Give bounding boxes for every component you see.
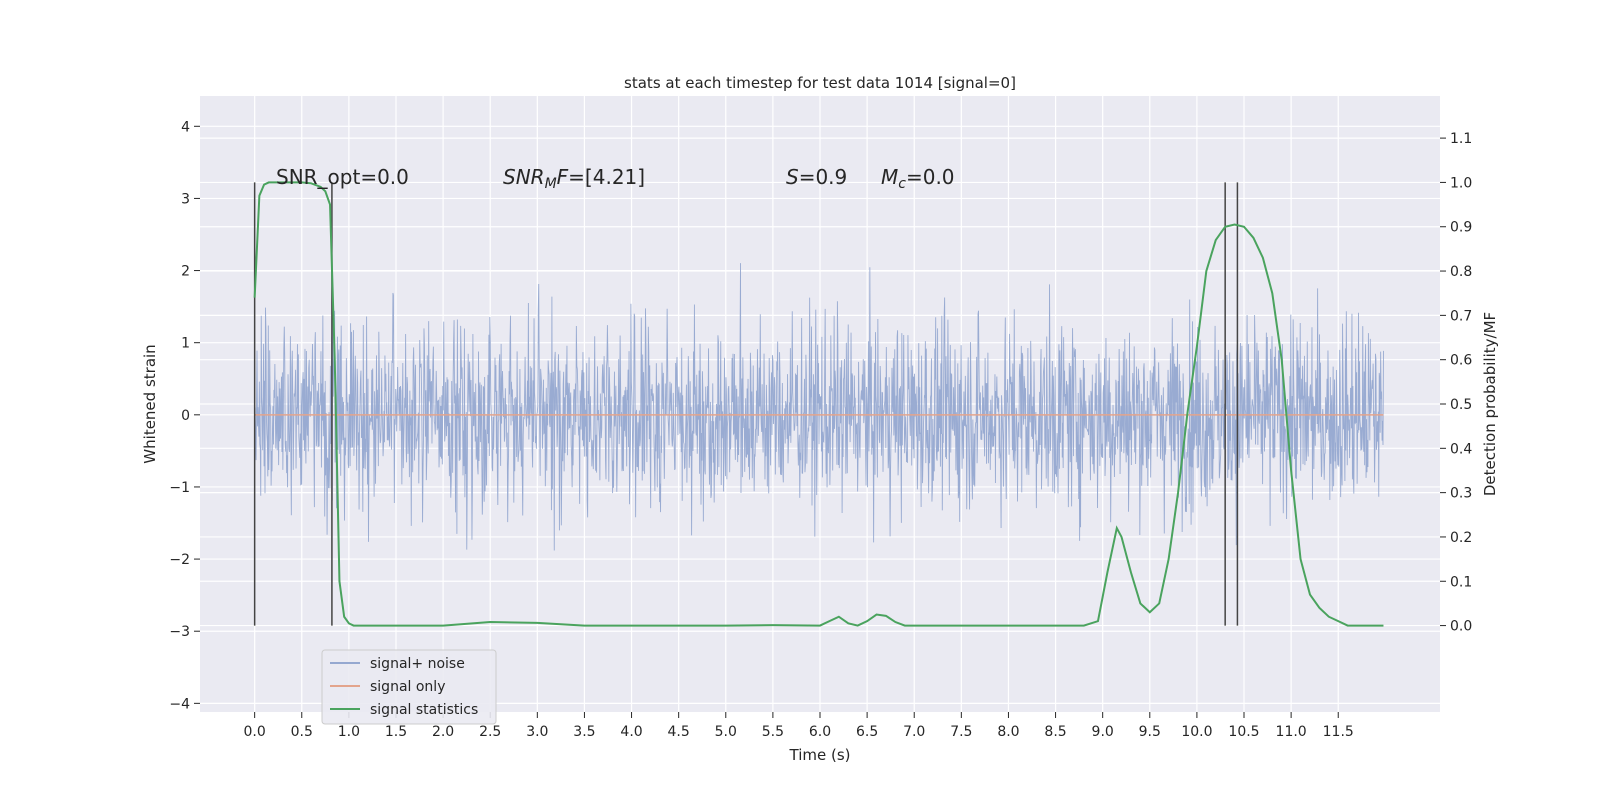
y-tick-label: 4 — [181, 119, 190, 135]
x-tick-label: 8.0 — [997, 724, 1019, 740]
y-tick-label: 2 — [181, 264, 190, 280]
x-tick-label: 9.5 — [1139, 724, 1161, 740]
x-tick-label: 8.5 — [1044, 724, 1066, 740]
y2-tick-label: 1.1 — [1450, 131, 1472, 147]
x-tick-label: 1.0 — [338, 724, 360, 740]
x-tick-label: 3.5 — [573, 724, 595, 740]
x-tick-label: 10.0 — [1181, 724, 1212, 740]
y2-tick-label: 0.1 — [1450, 574, 1472, 590]
chart-title: stats at each timestep for test data 101… — [624, 74, 1016, 92]
signal-noise-series — [254, 263, 1384, 551]
y2-axis-label: Detection probability/MF — [1481, 312, 1499, 496]
y-tick-label: 1 — [181, 336, 190, 352]
y2-tick-label: 0.7 — [1450, 308, 1472, 324]
y-tick-label: 0 — [181, 408, 190, 424]
annotation-mc: Mc=0.0 — [881, 165, 955, 192]
y-tick-label: 3 — [181, 191, 190, 207]
annotation-snr-opt: SNR_opt=0.0 — [276, 165, 409, 189]
legend: signal+ noise signal only signal statist… — [321, 649, 497, 725]
y2-axis-ticks: 1.1 1.0 0.9 0.8 0.7 0.6 0.5 0.4 0.3 0.2 0.1 0.0 — [1440, 131, 1472, 635]
x-tick-label: 5.5 — [762, 724, 784, 740]
x-tick-label: 0.5 — [291, 724, 313, 740]
x-tick-label: 7.5 — [950, 724, 972, 740]
x-tick-label: 2.5 — [479, 724, 501, 740]
legend-label-signal-statistics: signal statistics — [370, 702, 478, 718]
legend-label-signal-noise: signal+ noise — [370, 656, 465, 672]
y-tick-label: −4 — [169, 696, 190, 712]
x-tick-label: 2.0 — [432, 724, 454, 740]
signal-statistics-series — [253, 181, 1384, 627]
y-tick-label: −3 — [169, 624, 190, 640]
y2-tick-label: 0.0 — [1450, 619, 1472, 635]
y2-tick-label: 0.5 — [1450, 397, 1472, 413]
y2-tick-label: 0.8 — [1450, 264, 1472, 280]
x-tick-label: 10.5 — [1228, 724, 1259, 740]
y-axis-label: Whitened strain — [141, 344, 159, 463]
x-tick-label: 9.0 — [1092, 724, 1114, 740]
y-tick-label: −1 — [169, 480, 190, 496]
y2-tick-label: 1.0 — [1450, 175, 1472, 191]
x-tick-label: 11.5 — [1323, 724, 1354, 740]
x-tick-label: 5.0 — [715, 724, 737, 740]
x-axis-ticks: 0.0 0.5 1.0 1.5 2.0 2.5 3.0 3.5 4.0 4.5 5.0 5.5 6.0 6… — [244, 712, 1354, 740]
x-tick-label: 6.0 — [809, 724, 831, 740]
x-tick-label: 11.0 — [1276, 724, 1307, 740]
y2-tick-label: 0.4 — [1450, 441, 1472, 457]
x-tick-label: 1.5 — [385, 724, 407, 740]
annotation-s: S=0.9 — [786, 165, 847, 189]
legend-label-signal-only: signal only — [370, 679, 445, 695]
x-tick-label: 6.5 — [856, 724, 878, 740]
x-axis-label: Time (s) — [789, 746, 851, 764]
x-tick-label: 7.0 — [903, 724, 925, 740]
legend-box — [321, 649, 497, 725]
y2-tick-label: 0.9 — [1450, 220, 1472, 236]
y2-tick-label: 0.3 — [1450, 486, 1472, 502]
x-tick-label: 4.0 — [620, 724, 642, 740]
y-axis-ticks: 4 3 2 1 0 −1 −2 −3 −4 — [169, 119, 200, 712]
x-tick-label: 4.5 — [668, 724, 690, 740]
signal-noise-trace — [254, 263, 1384, 551]
annotation-snr-mf: SNRMF=[4.21] — [503, 165, 645, 192]
x-tick-label: 3.0 — [526, 724, 548, 740]
y2-tick-label: 0.2 — [1450, 530, 1472, 546]
x-tick-label: 0.0 — [244, 724, 266, 740]
y2-tick-label: 0.6 — [1450, 353, 1472, 369]
y-tick-label: −2 — [169, 552, 190, 568]
